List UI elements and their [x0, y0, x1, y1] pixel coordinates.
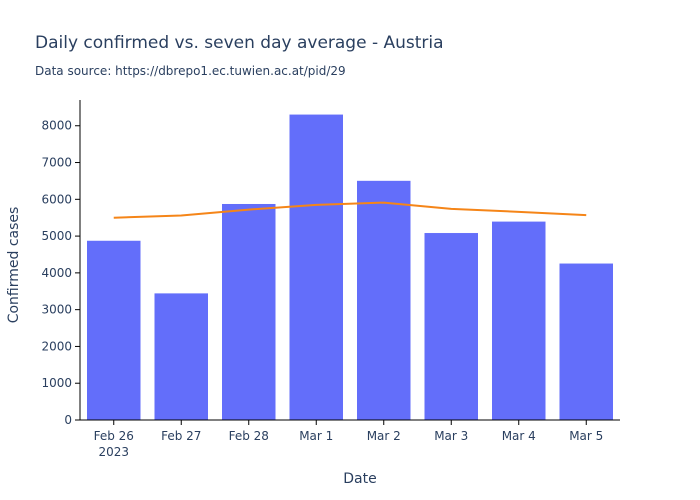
y-tick-label: 1000 — [41, 376, 72, 390]
bar-1 — [154, 292, 209, 421]
y-tick-label: 8000 — [41, 119, 72, 133]
bar-6 — [491, 221, 546, 421]
y-tick-label: 3000 — [41, 303, 72, 317]
chart-title: Daily confirmed vs. seven day average - … — [35, 33, 444, 53]
bar-0 — [86, 240, 141, 421]
bar-3 — [289, 114, 344, 421]
x-tick-label: Mar 4 — [502, 429, 536, 443]
bar-7 — [559, 263, 614, 421]
bar-4 — [356, 180, 411, 421]
y-tick-label: 6000 — [41, 192, 72, 206]
x-tick-label: Feb 26 — [94, 429, 134, 443]
x-tick-label: Feb 28 — [229, 429, 269, 443]
x-tick-label: Mar 3 — [434, 429, 468, 443]
y-tick-label: 0 — [64, 413, 72, 427]
x-tick-year-label: 2023 — [98, 445, 129, 459]
y-tick-label: 2000 — [41, 339, 72, 353]
axes-group — [79, 100, 620, 421]
y-tick-label: 5000 — [41, 229, 72, 243]
y-tick-label: 7000 — [41, 156, 72, 170]
ticks-group: 0 1000 2000 3000 4000 5000 6000 7000 8000 Feb 26 F… — [41, 119, 603, 459]
bar-5 — [424, 232, 479, 421]
seven-day-average-line — [113, 201, 587, 219]
average-line-group — [113, 201, 587, 219]
chart-subtitle: Data source: https://dbrepo1.ec.tuwien.a… — [35, 64, 346, 78]
y-axis-title: Confirmed cases — [6, 207, 22, 324]
x-tick-label: Mar 5 — [569, 429, 603, 443]
x-tick-label: Mar 1 — [299, 429, 333, 443]
x-tick-label: Mar 2 — [367, 429, 401, 443]
bars-group — [86, 114, 614, 421]
y-tick-label: 4000 — [41, 266, 72, 280]
x-tick-label: Feb 27 — [161, 429, 201, 443]
x-axis-title: Date — [343, 471, 376, 487]
bar-2 — [221, 203, 276, 421]
